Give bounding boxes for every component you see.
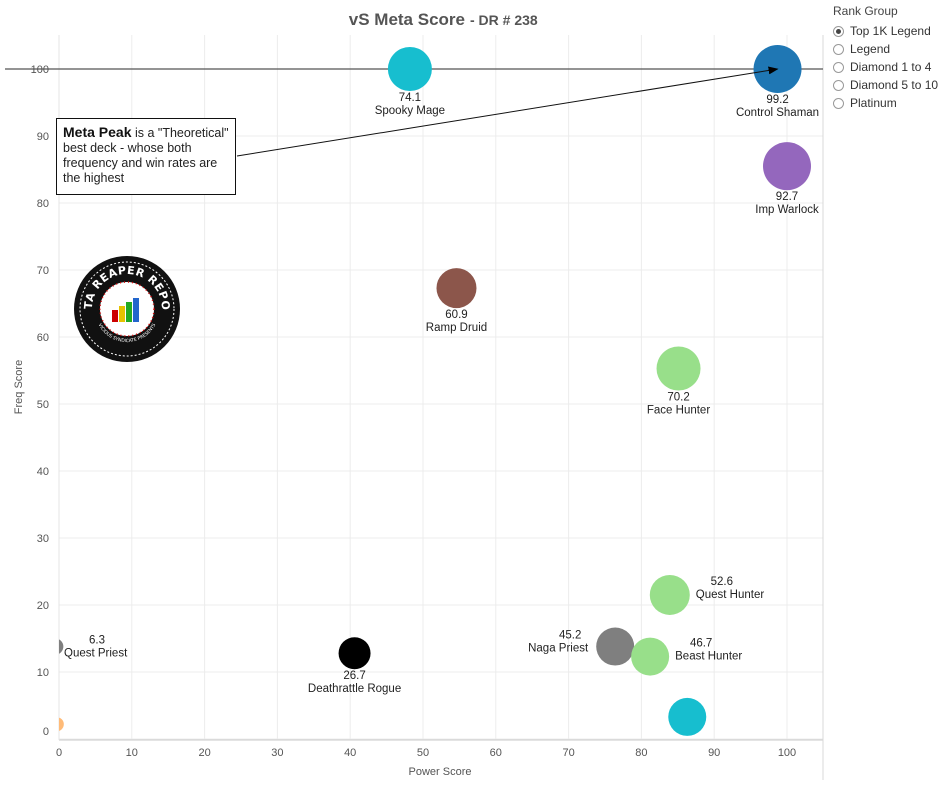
y-tick-label: 0 <box>43 726 49 738</box>
radio-button-icon[interactable] <box>833 61 844 73</box>
chart-title: vS Meta Score <box>349 10 465 29</box>
legend-option-label: Top 1K Legend <box>850 24 931 38</box>
x-tick-label: 80 <box>635 747 647 759</box>
x-tick-label: 10 <box>126 747 138 759</box>
legend-option[interactable]: Diamond 5 to 10 <box>833 76 938 94</box>
legend-option[interactable]: Legend <box>833 40 938 58</box>
point-name-label: Quest Priest <box>64 648 128 660</box>
point-score-label: 46.7 <box>690 638 712 650</box>
point-score-label: 99.2 <box>766 94 788 106</box>
x-axis-title: Power Score <box>409 766 472 778</box>
y-tick-label: 10 <box>37 667 49 679</box>
point-name-label: Beast Hunter <box>675 651 742 663</box>
legend-option[interactable]: Top 1K Legend <box>833 22 938 40</box>
legend-option-label: Legend <box>850 42 891 56</box>
radio-button-icon[interactable] <box>833 97 844 109</box>
point-score-label: 74.1 <box>399 92 421 104</box>
data-point <box>338 637 371 670</box>
data-reaper-logo: DATA REAPER REPORT VICIOUS SYNDICATE PRE… <box>72 254 180 362</box>
y-tick-label: 100 <box>31 64 49 76</box>
y-tick-label: 60 <box>37 332 49 344</box>
point-score-label: 26.7 <box>343 670 365 682</box>
axes: 0 10 20 30 40 50 60 70 80 90 100 0 10 20 30 40 50 60 70 80 9… <box>31 35 824 780</box>
y-tick-label: 20 <box>37 600 49 612</box>
legend-option-label: Diamond 1 to 4 <box>850 60 932 74</box>
data-point <box>596 627 635 666</box>
data-point <box>59 717 64 731</box>
point-score-label: 70.2 <box>667 391 689 403</box>
arrow-line <box>236 66 779 157</box>
x-tick-label: 40 <box>344 747 356 759</box>
annotation-bold: Meta Peak <box>63 124 132 140</box>
y-axis-title: Freq Score <box>13 360 25 414</box>
meta-peak-annotation: Meta Peak is a "Theoretical" best deck -… <box>56 118 236 195</box>
point-name-label: Spooky Mage <box>375 105 445 117</box>
point-name-label: Quest Hunter <box>696 589 765 601</box>
point-name-label: Naga Priest <box>528 643 589 655</box>
data-point <box>59 639 64 654</box>
data-point <box>656 346 701 391</box>
y-tick-label: 40 <box>37 466 49 478</box>
meta-peak-arrow <box>236 66 779 157</box>
x-tick-label: 0 <box>56 747 62 759</box>
radio-button-icon[interactable] <box>833 79 844 91</box>
point-score-label: 60.9 <box>445 309 467 321</box>
chart-subtitle: - DR # 238 <box>470 12 538 28</box>
x-tick-label: 50 <box>417 747 429 759</box>
legend-option[interactable]: Diamond 1 to 4 <box>833 58 938 76</box>
data-point <box>763 142 811 191</box>
radio-button-icon[interactable] <box>833 43 844 55</box>
data-point <box>436 268 477 309</box>
y-tick-label: 70 <box>37 265 49 277</box>
point-name-label: Ramp Druid <box>426 322 487 334</box>
point-score-label: 45.2 <box>559 630 581 642</box>
x-tick-label: 60 <box>490 747 502 759</box>
x-tick-label: 70 <box>562 747 574 759</box>
radio-button-icon[interactable] <box>833 25 844 37</box>
rank-group-legend: Rank Group Top 1K Legend Legend Diamond 1 … <box>833 4 938 112</box>
legend-title: Rank Group <box>833 4 898 18</box>
point-score-label: 52.6 <box>711 576 733 588</box>
y-tick-label: 50 <box>37 399 49 411</box>
data-points <box>59 45 811 736</box>
legend-option[interactable]: Platinum <box>833 94 938 112</box>
data-point <box>668 697 707 736</box>
point-score-label: 92.7 <box>776 191 798 203</box>
y-tick-label: 90 <box>37 131 49 143</box>
x-tick-label: 20 <box>198 747 210 759</box>
y-tick-label: 30 <box>37 533 49 545</box>
point-name-label: Imp Warlock <box>755 204 819 216</box>
point-name-label: Face Hunter <box>647 404 710 416</box>
legend-option-label: Platinum <box>850 96 897 110</box>
data-point <box>387 47 432 91</box>
x-tick-label: 100 <box>778 747 796 759</box>
point-score-label: 6.3 <box>89 635 105 647</box>
annotation-text: is a "Theoretical" best deck - whose bot… <box>63 126 229 185</box>
data-point <box>649 574 690 615</box>
legend-option-label: Diamond 5 to 10 <box>850 78 939 92</box>
y-tick-label: 80 <box>37 198 49 210</box>
x-tick-label: 90 <box>708 747 720 759</box>
data-point <box>631 637 670 676</box>
point-name-label: Deathrattle Rogue <box>308 683 401 695</box>
x-tick-label: 30 <box>271 747 283 759</box>
point-name-label: Control Shaman <box>736 107 819 119</box>
